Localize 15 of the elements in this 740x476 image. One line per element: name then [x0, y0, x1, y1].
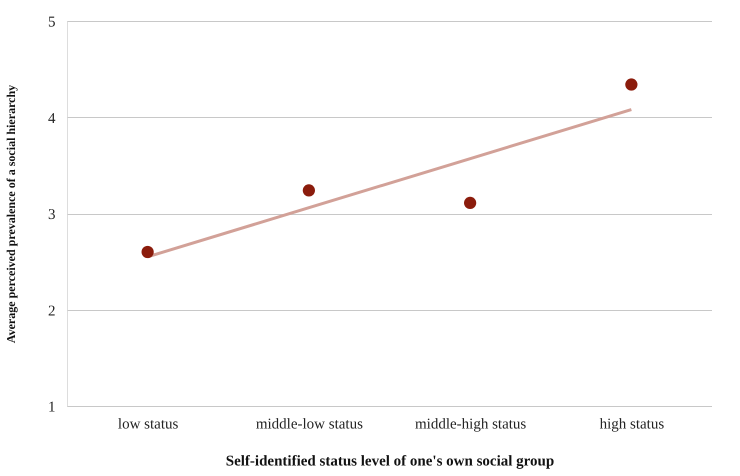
y-axis-title: Average perceived prevalence of a social hierarchy — [4, 84, 18, 344]
x-tick-label: high status — [600, 416, 664, 432]
point — [464, 196, 476, 210]
point — [625, 78, 638, 91]
point — [302, 184, 315, 197]
y-tick-label: 5 — [48, 14, 56, 30]
y-tick-label: 2 — [48, 303, 56, 320]
x-axis-title: Self-identified status level of one's own social group — [226, 454, 554, 470]
y-tick-label: 3 — [48, 207, 56, 223]
y-tick-label: 1 — [48, 400, 56, 416]
x-tick-label: middle-high status — [415, 416, 526, 432]
x-tick-label: low status — [118, 416, 178, 432]
y-tick-label: 4 — [48, 110, 56, 127]
point — [142, 246, 154, 258]
x-tick-label: middle-low status — [256, 416, 364, 432]
